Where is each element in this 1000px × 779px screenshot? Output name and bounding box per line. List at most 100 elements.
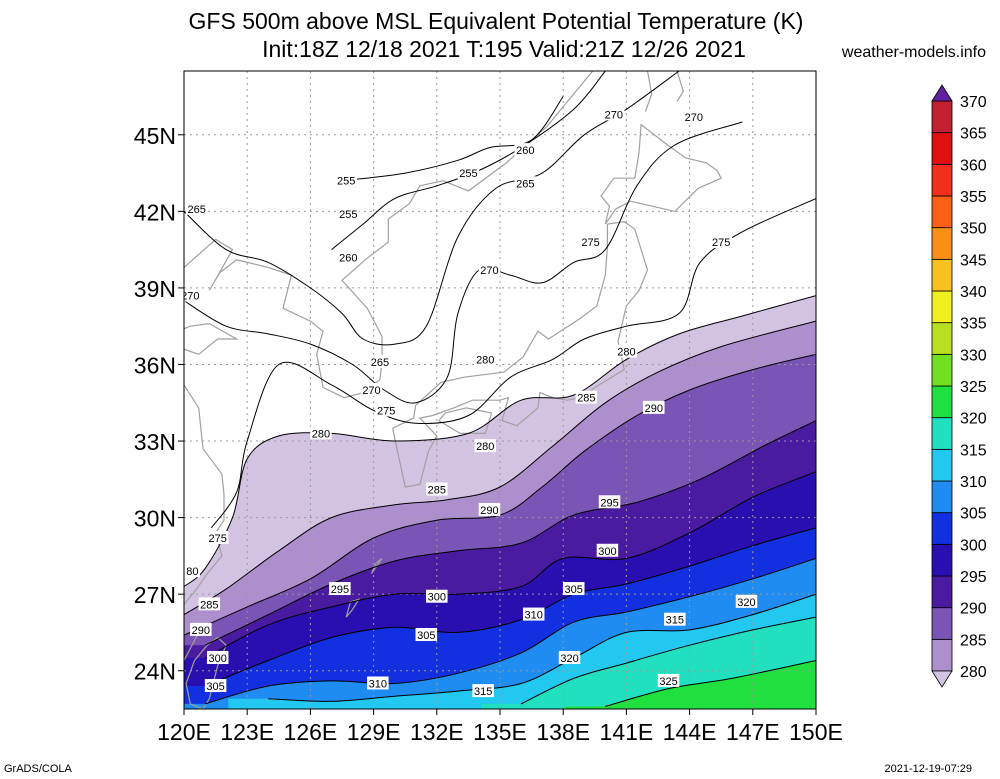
contour-label-bg bbox=[426, 589, 448, 603]
colorbar-label: 365 bbox=[960, 126, 987, 143]
x-tick-label: 129E bbox=[347, 719, 401, 745]
y-tick-label: 45N bbox=[134, 123, 176, 149]
x-tick-label: 144E bbox=[663, 719, 717, 745]
x-tick-label: 135E bbox=[473, 719, 527, 745]
coastline bbox=[184, 71, 594, 399]
contour-label: 305 bbox=[206, 681, 224, 693]
colorbar-swatch bbox=[931, 385, 953, 419]
contour-label: 270 bbox=[685, 112, 703, 124]
y-tick-label: 24N bbox=[134, 659, 176, 685]
contour-layer bbox=[184, 71, 816, 707]
colorbar-swatch bbox=[931, 480, 953, 514]
contour-label: 280 bbox=[312, 428, 330, 440]
contour-label: 265 bbox=[516, 178, 534, 190]
contour-label: 260 bbox=[339, 252, 357, 264]
contour-label-bg bbox=[190, 622, 212, 636]
site-label: weather-models.info bbox=[841, 44, 986, 61]
x-tick-label: 141E bbox=[600, 719, 654, 745]
contour-305 bbox=[204, 527, 816, 687]
colorbar-swatch bbox=[931, 607, 953, 640]
colorbar-label: 355 bbox=[960, 189, 987, 206]
x-tick-label: 138E bbox=[536, 719, 590, 745]
contour-label: 270 bbox=[181, 291, 199, 303]
colorbar-label: 370 bbox=[960, 94, 987, 111]
contour-label-bg bbox=[185, 201, 208, 215]
colorbar: 280 285 290 295 300 305 310 315 320 325 330 335 340 3… bbox=[931, 84, 987, 688]
contour-label-bg bbox=[562, 582, 585, 596]
contour-label-bg bbox=[683, 109, 705, 123]
colorbar-swatch bbox=[931, 132, 953, 165]
contour-label-bg bbox=[360, 383, 383, 396]
y-tick-label: 33N bbox=[134, 429, 176, 455]
contour-label-bg bbox=[198, 597, 221, 611]
coastline bbox=[345, 598, 361, 618]
contour-label: 80 bbox=[186, 566, 198, 578]
colorbar-label: 305 bbox=[960, 506, 987, 523]
contour-label: 320 bbox=[737, 597, 755, 609]
colorbar-swatch bbox=[931, 290, 953, 324]
colorbar-swatch bbox=[931, 417, 953, 450]
axis-layer: 120E 123E 126E 129E 132E 135E 138E 141E 144E 147E… bbox=[134, 123, 843, 745]
colorbar-swatch bbox=[931, 448, 953, 482]
chart-title: GFS 500m above MSL Equivalent Potential … bbox=[188, 8, 804, 34]
colorbar-label: 295 bbox=[960, 569, 987, 586]
colorbar-swatch bbox=[931, 353, 953, 387]
contour-label-bg bbox=[735, 594, 758, 608]
contour-270 bbox=[184, 121, 743, 404]
coastline bbox=[676, 71, 684, 102]
colorbar-low-arrow bbox=[931, 670, 953, 688]
contour-label: 255 bbox=[459, 168, 477, 180]
colorbar-label: 350 bbox=[960, 221, 987, 238]
colorbar-label: 345 bbox=[960, 252, 987, 269]
contour-label: 270 bbox=[362, 385, 380, 397]
contour-label-bg bbox=[478, 502, 501, 516]
contour-label: 265 bbox=[371, 357, 389, 369]
contour-label-bg bbox=[426, 482, 448, 496]
colorbar-swatch bbox=[931, 258, 953, 292]
contour-label-bg bbox=[579, 234, 602, 248]
colorbar-swatch bbox=[931, 195, 953, 229]
contour-label: 280 bbox=[617, 347, 635, 359]
contour-255 bbox=[341, 96, 564, 182]
colorbar-label: 340 bbox=[960, 284, 987, 301]
colorbar-label: 285 bbox=[960, 632, 987, 649]
contour-label-bg bbox=[575, 390, 598, 404]
colorbar-label: 335 bbox=[960, 316, 987, 333]
colorbar-swatch bbox=[931, 638, 953, 672]
contour-label-bg bbox=[596, 543, 619, 557]
contour-label-bg bbox=[329, 582, 351, 596]
contour-label-bg bbox=[337, 206, 360, 220]
contour-label-bg bbox=[603, 107, 625, 121]
contour-label: 275 bbox=[581, 237, 599, 249]
contour-label: 290 bbox=[192, 625, 210, 637]
colorbar-label: 315 bbox=[960, 442, 987, 459]
contour-label-bg bbox=[375, 403, 397, 417]
contour-label-bg bbox=[664, 612, 686, 626]
x-tick-label: 120E bbox=[157, 719, 211, 745]
contour-label-bg bbox=[310, 426, 332, 440]
contour-label-bg bbox=[415, 627, 438, 641]
contour-label-layer: 255 255 255 260 260 265 265 270 270 270 270 270 275 2… bbox=[181, 107, 758, 698]
contour-label: 290 bbox=[645, 403, 663, 415]
contour-label: 300 bbox=[428, 592, 446, 604]
contour-label: 310 bbox=[525, 610, 543, 622]
contour-label-bg bbox=[522, 607, 545, 621]
timestamp-label: 2021-12-19-07:29 bbox=[884, 763, 972, 775]
contour-label: 305 bbox=[565, 584, 583, 596]
y-tick-label: 39N bbox=[134, 276, 176, 302]
contour-label: 285 bbox=[577, 393, 595, 405]
chart-subtitle: Init:18Z 12/18 2021 T:195 Valid:21Z 12/2… bbox=[262, 36, 746, 62]
colorbar-label: 310 bbox=[960, 474, 987, 491]
x-tick-label: 123E bbox=[220, 719, 274, 745]
colorbar-swatch bbox=[931, 512, 953, 545]
contour-290 bbox=[184, 353, 816, 636]
contour-label: 255 bbox=[339, 209, 357, 221]
colorbar-swatch bbox=[931, 163, 953, 197]
colorbar-label: 330 bbox=[960, 347, 987, 364]
colorbar-label: 300 bbox=[960, 537, 987, 554]
coastline bbox=[184, 384, 225, 605]
contour-275 bbox=[210, 198, 816, 529]
y-tick-label: 36N bbox=[134, 352, 176, 378]
contour-label: 290 bbox=[480, 505, 498, 517]
